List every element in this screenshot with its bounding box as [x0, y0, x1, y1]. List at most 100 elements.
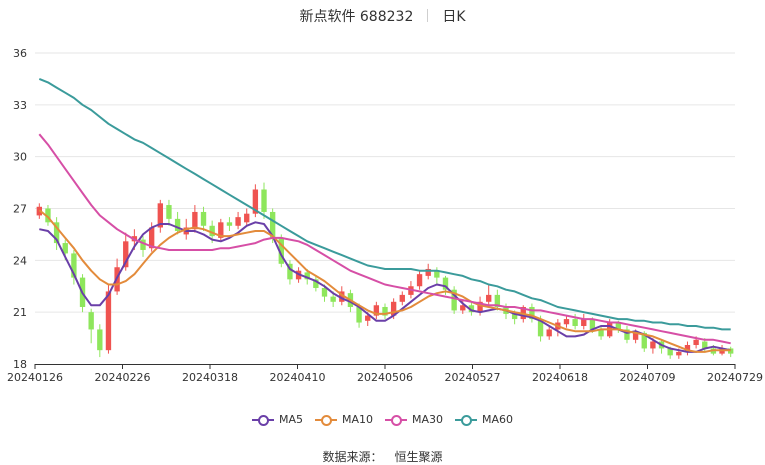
candle-body [304, 272, 310, 280]
candle-body [589, 319, 596, 330]
ma-line-ma10 [38, 209, 731, 353]
y-tick-label: 33 [13, 99, 27, 112]
x-tick-label: 20240506 [357, 371, 413, 384]
y-tick-label: 30 [13, 151, 27, 164]
legend-item-ma30[interactable]: MA30 [385, 413, 443, 426]
candle [598, 325, 604, 340]
kline-chart: 18 21 24 27 30 33 36 20240126 20240226 20240318 20… [7, 47, 763, 384]
candle [451, 286, 457, 314]
candle [166, 199, 172, 226]
candle-body [451, 289, 457, 311]
candle [416, 270, 423, 290]
candle-body [71, 253, 77, 278]
candle [97, 324, 103, 358]
candle [261, 182, 267, 219]
x-tick-label: 20240126 [7, 371, 63, 384]
candle [200, 206, 207, 231]
y-tick-label: 21 [13, 306, 27, 319]
candle-body [581, 319, 587, 326]
candle [494, 289, 501, 311]
candle-body [356, 306, 362, 323]
candle-body [313, 279, 319, 288]
candle-body [53, 222, 60, 244]
candle [244, 208, 250, 226]
candle-body [235, 217, 241, 226]
candle [140, 236, 146, 257]
legend-item-ma5[interactable]: MA5 [251, 413, 303, 426]
candle-body [693, 339, 699, 345]
candle [468, 301, 475, 316]
candle [546, 325, 552, 340]
candle [563, 315, 570, 328]
candle [313, 275, 319, 292]
candle [218, 218, 224, 242]
stock-name-label: 新点软件 688232 [299, 9, 414, 25]
legend-label: MA60 [482, 413, 514, 426]
candle-body [425, 268, 431, 276]
x-tick-label: 20240318 [182, 371, 238, 384]
candle-body [252, 189, 259, 214]
x-tick-label: 20240729 [707, 371, 763, 384]
legend-item-ma60[interactable]: MA60 [455, 413, 513, 426]
candle-body [667, 348, 673, 356]
candle [373, 301, 380, 320]
candle-body [563, 319, 570, 325]
candle-body [615, 322, 622, 330]
candle-body [537, 319, 544, 337]
candle [157, 199, 163, 233]
legend-label: MA10 [341, 413, 373, 426]
candle-body [494, 294, 501, 307]
candle-body [339, 291, 345, 302]
candle-body [287, 263, 293, 280]
candle-body [148, 227, 155, 249]
candle-body [174, 218, 181, 231]
candle [684, 341, 691, 356]
candle-body [105, 291, 112, 351]
x-tick-label: 20240410 [270, 371, 326, 384]
grid-layer [35, 52, 735, 313]
candle-body [373, 305, 380, 316]
candle-body [157, 203, 163, 228]
candle [174, 211, 181, 235]
candle [88, 308, 94, 344]
candle-body [269, 211, 276, 238]
legend-label: MA30 [412, 413, 444, 426]
candle-body [382, 306, 388, 316]
candle-body [330, 296, 336, 302]
title-separator [427, 9, 429, 22]
candle [278, 234, 284, 268]
candle-body [365, 315, 371, 321]
y-tick-label: 18 [13, 358, 27, 371]
period-label: 日K [442, 9, 466, 25]
legend-swatch-icon [455, 414, 478, 426]
axis-layer: 18 21 24 27 30 33 36 20240126 20240226 20240318 20… [7, 47, 763, 384]
candle-body [88, 312, 94, 330]
candle-body [632, 332, 639, 340]
candle-body [261, 189, 267, 212]
candle-body [529, 306, 535, 320]
candle-body [62, 243, 68, 254]
candle-body [97, 329, 103, 351]
candle [399, 291, 405, 306]
candle [529, 303, 535, 323]
candle [728, 346, 734, 358]
candle-body [676, 351, 682, 356]
candle-body [45, 208, 51, 223]
x-tick-label: 20240618 [532, 371, 588, 384]
candle-body [123, 241, 129, 268]
candle-body [218, 222, 224, 238]
legend-label: MA5 [278, 413, 303, 426]
data-source: 数据来源： 恒生聚源 [0, 448, 765, 465]
candle [53, 217, 60, 250]
candle-body [209, 225, 215, 237]
candle [235, 211, 241, 230]
candle [624, 325, 630, 344]
candle-body [641, 332, 647, 349]
candle-body [598, 329, 604, 337]
legend-item-ma10[interactable]: MA10 [314, 413, 373, 426]
x-tick-label: 20240527 [445, 371, 501, 384]
candle [71, 249, 77, 285]
candle-body [140, 239, 146, 250]
legend-swatch-icon [251, 414, 274, 426]
candle-body [192, 211, 198, 230]
